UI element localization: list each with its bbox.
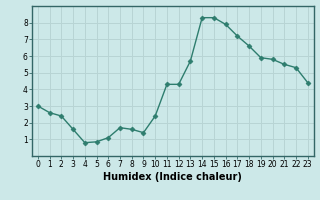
X-axis label: Humidex (Indice chaleur): Humidex (Indice chaleur) bbox=[103, 172, 242, 182]
